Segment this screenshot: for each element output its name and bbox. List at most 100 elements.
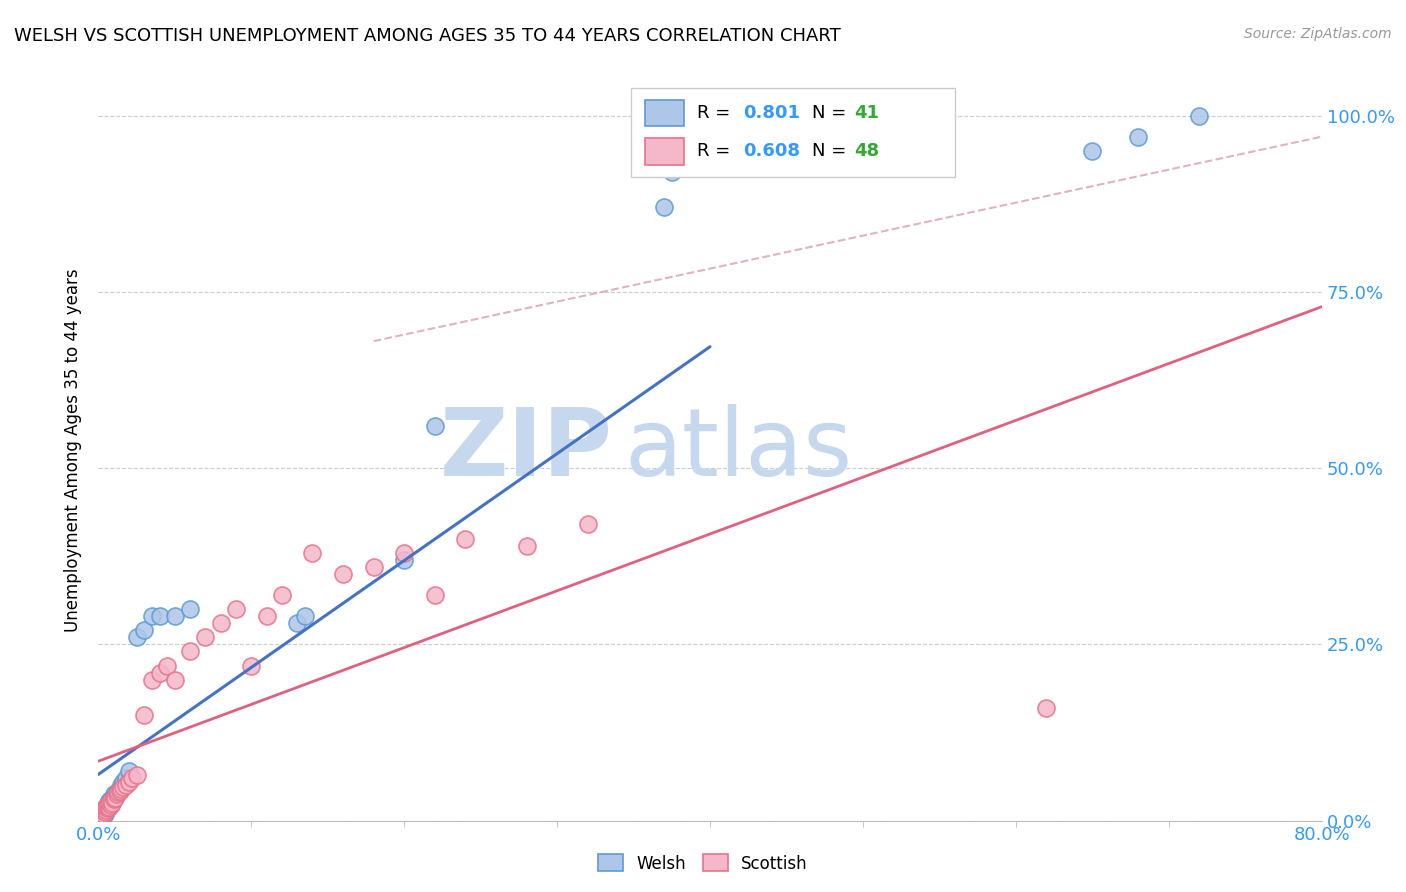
Text: 48: 48: [855, 143, 880, 161]
Point: [392, 553, 416, 567]
Point: [100, 792, 122, 806]
Point: [94, 799, 117, 814]
Point: [101, 794, 124, 808]
Point: [101, 796, 124, 810]
Point: [179, 644, 201, 658]
Point: [256, 609, 278, 624]
Text: WELSH VS SCOTTISH UNEMPLOYMENT AMONG AGES 35 TO 44 YEARS CORRELATION CHART: WELSH VS SCOTTISH UNEMPLOYMENT AMONG AGE…: [14, 27, 841, 45]
Point: [209, 616, 232, 631]
Point: [108, 781, 131, 796]
Text: N =: N =: [811, 103, 852, 122]
Point: [103, 791, 125, 805]
Point: [105, 787, 128, 801]
Point: [454, 532, 477, 546]
Point: [104, 789, 127, 803]
Point: [423, 418, 446, 433]
Point: [118, 775, 141, 789]
Point: [661, 165, 683, 179]
Point: [516, 539, 538, 553]
FancyBboxPatch shape: [630, 87, 955, 177]
Point: [125, 768, 148, 782]
Point: [141, 673, 163, 687]
Point: [104, 791, 127, 805]
Point: [294, 609, 316, 624]
Point: [118, 764, 141, 779]
Point: [163, 673, 186, 687]
Point: [270, 588, 292, 602]
Point: [94, 799, 117, 814]
Point: [285, 616, 308, 631]
Point: [301, 546, 323, 560]
Point: [1081, 144, 1104, 158]
Point: [93, 801, 115, 815]
Point: [225, 602, 247, 616]
Point: [111, 775, 134, 789]
Point: [110, 778, 132, 792]
Point: [1035, 701, 1057, 715]
Point: [90, 808, 112, 822]
Point: [141, 609, 163, 624]
Point: [111, 780, 134, 794]
Point: [115, 778, 138, 792]
Point: [179, 602, 201, 616]
Point: [107, 785, 129, 799]
Text: N =: N =: [811, 143, 852, 161]
Point: [89, 812, 111, 826]
Point: [100, 794, 122, 808]
Point: [392, 546, 416, 560]
Point: [94, 803, 117, 817]
Text: R =: R =: [696, 143, 735, 161]
Point: [103, 787, 125, 801]
Point: [90, 806, 112, 821]
Point: [91, 803, 114, 817]
Point: [98, 794, 121, 808]
Point: [108, 784, 131, 798]
Point: [98, 798, 121, 813]
Point: [1128, 129, 1150, 144]
Point: [423, 588, 446, 602]
Point: [90, 806, 112, 821]
FancyBboxPatch shape: [645, 138, 685, 165]
Point: [576, 517, 599, 532]
Point: [115, 772, 138, 786]
Text: Source: ZipAtlas.com: Source: ZipAtlas.com: [1244, 27, 1392, 41]
Point: [105, 785, 128, 799]
Point: [149, 665, 172, 680]
Text: 41: 41: [855, 103, 879, 122]
Point: [93, 805, 115, 820]
Point: [97, 798, 120, 813]
Point: [94, 803, 117, 817]
Point: [363, 559, 385, 574]
Point: [125, 630, 148, 644]
Point: [91, 805, 114, 820]
Point: [97, 796, 120, 810]
Text: 0.608: 0.608: [742, 143, 800, 161]
Text: atlas: atlas: [624, 404, 852, 497]
Point: [134, 707, 156, 722]
Point: [652, 200, 675, 214]
Point: [93, 801, 115, 815]
Point: [156, 658, 179, 673]
Text: 0.801: 0.801: [742, 103, 800, 122]
Point: [1188, 109, 1211, 123]
Point: [90, 809, 112, 823]
Point: [97, 801, 120, 815]
Point: [332, 566, 354, 581]
Point: [121, 772, 143, 786]
Point: [107, 785, 129, 799]
Point: [100, 798, 122, 813]
Point: [134, 624, 156, 638]
Point: [100, 796, 122, 810]
Point: [89, 810, 111, 824]
Point: [91, 806, 114, 821]
Point: [110, 781, 132, 796]
Point: [194, 630, 217, 644]
Y-axis label: Unemployment Among Ages 35 to 44 years: Unemployment Among Ages 35 to 44 years: [63, 268, 82, 632]
Point: [93, 806, 115, 821]
Text: ZIP: ZIP: [439, 404, 612, 497]
Point: [240, 658, 263, 673]
Point: [163, 609, 186, 624]
Point: [91, 803, 114, 817]
Point: [98, 796, 121, 810]
FancyBboxPatch shape: [645, 100, 685, 126]
